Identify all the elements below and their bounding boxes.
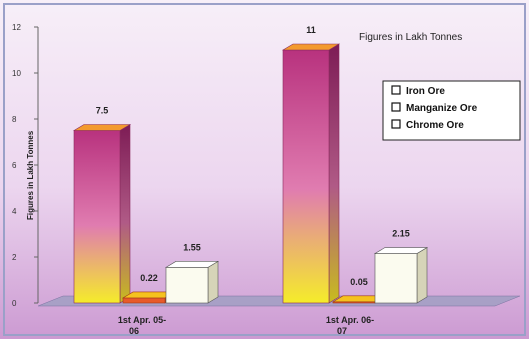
bar-side — [328, 43, 340, 304]
bar — [72, 123, 132, 304]
bar-front — [282, 49, 330, 304]
data-label: 0.05 — [350, 277, 368, 287]
category-label: 07 — [337, 326, 347, 336]
bar-side — [207, 260, 219, 304]
y-tick-label: 2 — [12, 253, 17, 262]
legend-label: Iron Ore — [406, 86, 445, 97]
bar-top — [72, 124, 132, 131]
legend-marker — [391, 102, 401, 112]
chart-border — [3, 3, 526, 336]
legend: Iron Ore Manganize Ore Chrome Ore — [382, 80, 521, 141]
data-label: 0.22 — [140, 273, 158, 283]
bars: 7.5 11 0.22 0.05 1.55 2.15 — [72, 25, 429, 304]
category-label: 06 — [129, 326, 139, 336]
bar-front — [374, 253, 418, 304]
y-tick-label: 10 — [12, 69, 21, 78]
category-label: 1st Apr. 06- — [326, 315, 374, 325]
units-note: Figures in Lakh Tonnes — [359, 32, 462, 43]
data-label: 1.55 — [183, 242, 201, 252]
legend-marker — [391, 85, 401, 95]
bar — [281, 43, 341, 304]
legend-label: Chrome Ore — [406, 120, 464, 131]
y-tick-label: 4 — [12, 207, 17, 216]
bar — [373, 247, 429, 304]
y-tick-label: 8 — [12, 115, 17, 124]
y-tick-label: 0 — [12, 299, 17, 308]
category-labels: 1st Apr. 05-06 1st Apr. 06-07 — [118, 315, 374, 336]
legend-box — [382, 80, 521, 141]
legend-label: Manganize Ore — [406, 103, 478, 114]
category-label: 1st Apr. 05- — [118, 315, 166, 325]
data-label: 11 — [306, 25, 316, 35]
data-label: 7.5 — [96, 106, 109, 116]
bar-side — [416, 247, 428, 304]
y-axis-label: Figures in Lakh Tonnes — [26, 130, 35, 220]
bar-front — [73, 130, 121, 304]
bar-front — [165, 267, 209, 304]
bar-top — [164, 261, 220, 268]
y-tick-label: 6 — [12, 161, 17, 170]
y-tick-label: 12 — [12, 23, 21, 32]
legend-marker — [391, 119, 401, 129]
y-axis: 0 2 4 6 8 10 12 — [12, 23, 39, 308]
data-label: 2.15 — [392, 229, 410, 239]
bar-side — [119, 123, 131, 304]
bar — [164, 260, 220, 304]
bar-top — [373, 247, 429, 254]
bar-front — [122, 297, 166, 304]
bar-top — [281, 43, 341, 51]
